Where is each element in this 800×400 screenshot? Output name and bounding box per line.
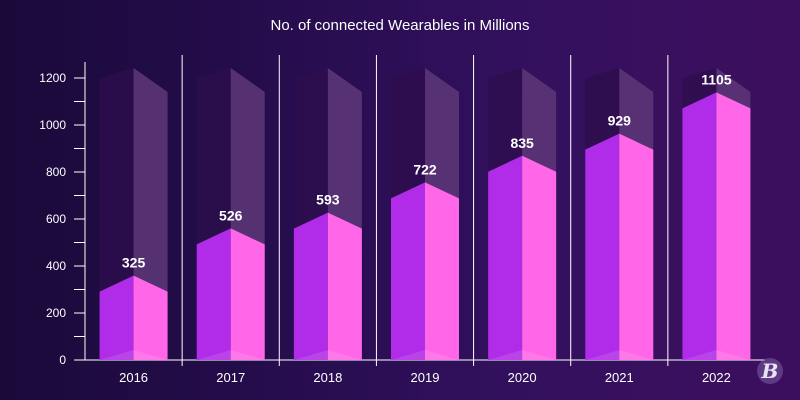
brand-b-icon: B (757, 358, 783, 384)
data-label-2019: 722 (413, 161, 437, 177)
y-tick-label: 1000 (39, 118, 66, 132)
bar-base-shade (293, 350, 362, 360)
x-tick-label-2020: 2020 (508, 370, 537, 385)
x-tick-label-2016: 2016 (119, 370, 148, 385)
bar-2020-right (522, 155, 557, 360)
bar-2022-left (682, 92, 717, 360)
chart-title: No. of connected Wearables in Millions (270, 17, 530, 34)
bar-base-shade (488, 350, 557, 360)
x-tick-label-2019: 2019 (411, 370, 440, 385)
bar-2018-left (293, 212, 328, 360)
x-tick-label-2021: 2021 (605, 370, 634, 385)
bar-2020-left (488, 155, 523, 360)
bar-2016-right (133, 275, 168, 360)
y-tick-label: 800 (46, 165, 66, 179)
bar-2022-right (716, 92, 751, 360)
x-tick-label-2017: 2017 (216, 370, 245, 385)
y-tick-label: 0 (59, 353, 66, 367)
bar-base-shade (196, 350, 265, 360)
y-tick-label: 1200 (39, 71, 66, 85)
x-tick-label-2018: 2018 (313, 370, 342, 385)
bar-2021-right (619, 133, 654, 360)
bar-base-shade (682, 350, 751, 360)
data-label-2021: 929 (608, 113, 632, 129)
bar-2018-right (327, 212, 362, 360)
svg-text:B: B (761, 359, 779, 383)
bar-2017-left (196, 228, 231, 360)
data-label-2018: 593 (316, 192, 340, 208)
y-tick-label: 600 (46, 212, 66, 226)
data-label-2016: 325 (122, 255, 146, 271)
bar-2019-right (425, 182, 459, 360)
bar-2017-right (230, 228, 265, 360)
bar-2016-left (99, 275, 134, 360)
bar-base-shade (99, 350, 168, 360)
data-label-2020: 835 (510, 135, 534, 151)
y-tick-label: 200 (46, 306, 66, 320)
x-tick-label-2022: 2022 (702, 370, 731, 385)
bar-base-shade (391, 350, 459, 360)
y-tick-label: 400 (46, 259, 66, 273)
bar-2019-left (391, 182, 425, 360)
bar-base-shade (585, 350, 654, 360)
bar-2021-left (585, 133, 620, 360)
data-label-2022: 1105 (701, 71, 732, 87)
data-label-2017: 526 (219, 207, 243, 223)
